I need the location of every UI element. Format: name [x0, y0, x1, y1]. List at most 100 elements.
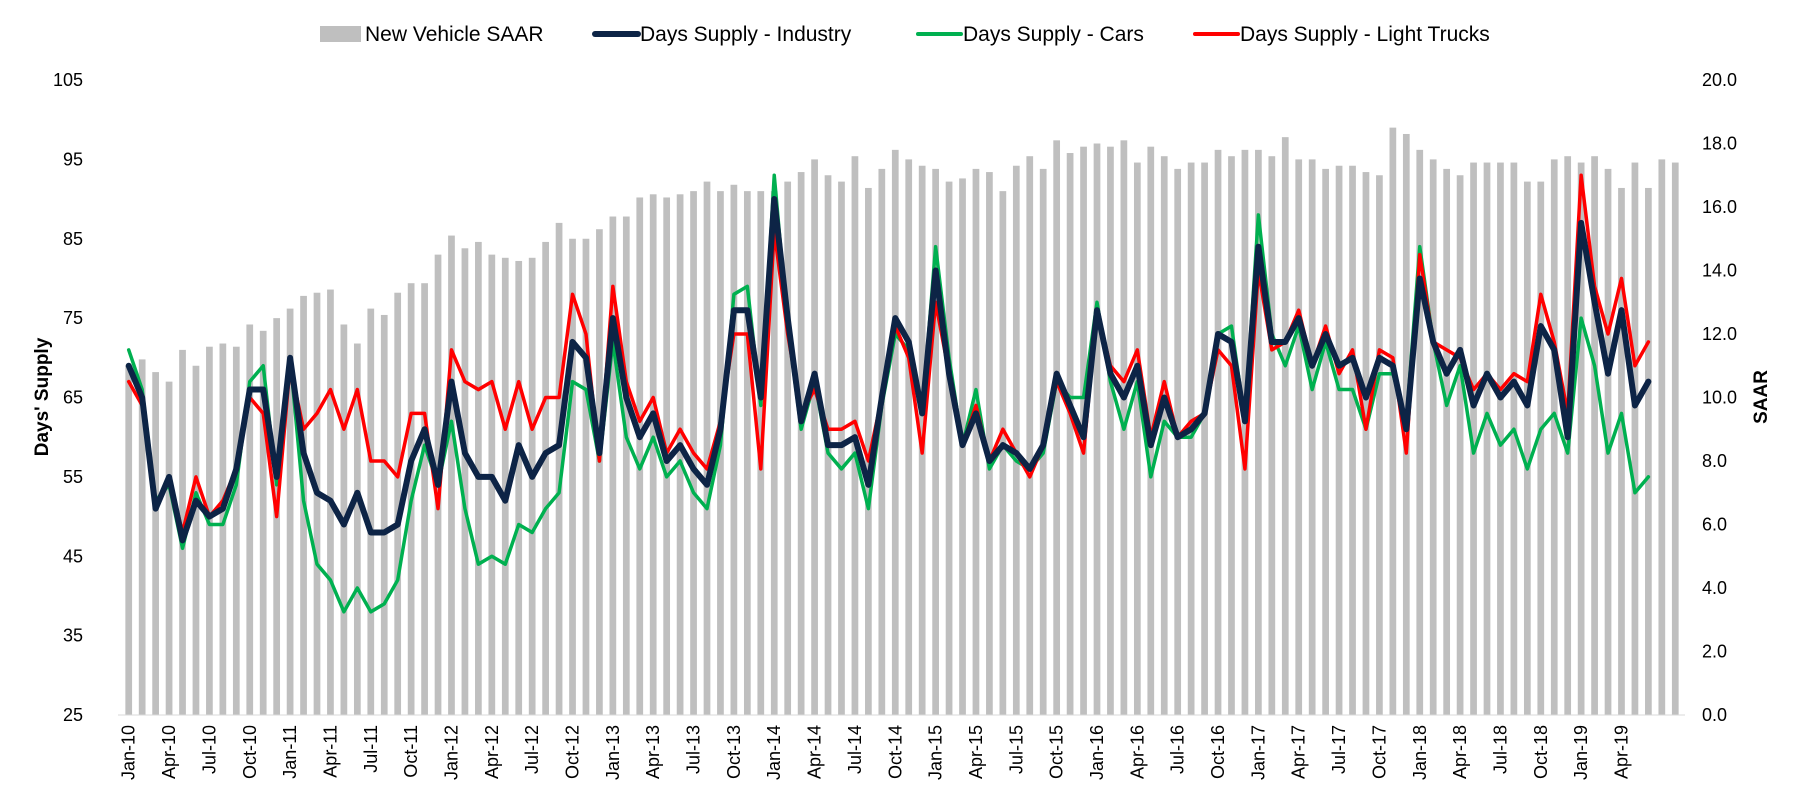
legend-label: Days Supply - Industry [640, 23, 852, 46]
saar-bar [501, 257, 509, 715]
left-axis-title: Days' Supply [32, 337, 53, 456]
saar-bar [192, 365, 200, 715]
saar-bar [1107, 146, 1114, 715]
x-tick-label: Apr-12 [482, 725, 502, 779]
saar-bar [448, 235, 455, 715]
saar-bar [1443, 168, 1451, 715]
x-tick-label: Jan-13 [603, 725, 623, 780]
saar-bar [1537, 181, 1545, 716]
saar-bar [797, 172, 805, 715]
right-tick-label: 0.0 [1702, 705, 1727, 725]
saar-bar [394, 292, 402, 715]
x-tick-label: Jan-11 [280, 725, 300, 779]
days-supply-lines [125, 173, 1652, 614]
right-tick-label: 4.0 [1702, 578, 1727, 598]
saar-bar [891, 149, 899, 716]
saar-bar [1160, 156, 1168, 715]
x-tick-label: Oct-12 [563, 725, 583, 779]
saar-bar [353, 343, 361, 715]
legend-saar: New Vehicle SAAR [320, 23, 544, 46]
saar-bar [1093, 143, 1101, 715]
right-tick-label: 16.0 [1702, 197, 1737, 217]
saar-bar [1362, 172, 1370, 715]
right-tick-label: 20.0 [1702, 70, 1737, 90]
saar-bar [1201, 162, 1208, 716]
x-tick-label: Jul-11 [361, 725, 381, 773]
x-tick-label: Jan-15 [926, 725, 946, 780]
right-tick-label: 10.0 [1702, 388, 1737, 408]
saar-bar [1241, 149, 1249, 716]
saar-bar [1483, 162, 1491, 716]
saar-bar [1470, 162, 1477, 716]
left-tick-label: 55 [63, 467, 83, 487]
saar-bar [636, 197, 644, 716]
saar-bar [380, 314, 388, 715]
saar-bar [1026, 156, 1034, 715]
left-tick-label: 35 [63, 626, 83, 646]
saar-bar [596, 229, 603, 715]
saar-bar [1255, 149, 1262, 716]
saar-bar [1658, 159, 1666, 716]
saar-bar [1550, 159, 1558, 716]
legend: New Vehicle SAAR Days Supply - Industry Da… [320, 23, 1490, 46]
saar-bar [555, 222, 563, 716]
saar-bar [1012, 165, 1020, 716]
saar-bar [770, 191, 778, 716]
x-tick-label: Jul-17 [1329, 725, 1349, 774]
saar-bar [811, 159, 818, 716]
x-tick-label: Jul-14 [845, 725, 865, 774]
x-axis-ticks: Jan-10 Apr-10 Jul-10 Oct-10 Jan-11 Apr-11 Jul-… [119, 725, 1632, 780]
saar-bar [1456, 175, 1464, 715]
x-tick-label: Jan-18 [1410, 725, 1430, 780]
x-tick-label: Apr-15 [966, 725, 986, 779]
left-tick-label: 45 [63, 546, 83, 566]
saar-bar [1376, 175, 1383, 715]
saar-bar [1591, 156, 1598, 715]
legend-swatch [320, 26, 361, 42]
right-tick-label: 6.0 [1702, 515, 1727, 535]
saar-bar [1228, 156, 1235, 715]
saar-bar [1268, 156, 1276, 715]
x-tick-label: Jul-12 [522, 725, 542, 774]
saar-bar [1308, 159, 1316, 716]
saar-bar [838, 181, 845, 716]
saar-bar [421, 283, 428, 715]
x-tick-label: Oct-14 [885, 725, 905, 779]
x-tick-label: Jul-13 [684, 725, 704, 774]
x-tick-label: Oct-15 [1047, 725, 1067, 779]
x-tick-label: Jan-12 [441, 725, 461, 780]
x-tick-label: Jan-14 [764, 725, 784, 780]
right-axis-ticks: 20.0 18.0 16.0 14.0 12.0 10.0 8.0 6.0 4.0 2.0 0.0 [1702, 70, 1737, 725]
saar-bar [246, 324, 254, 715]
saar-bar [743, 191, 751, 716]
x-tick-label: Jan-17 [1248, 725, 1268, 780]
x-tick-label: Apr-11 [320, 725, 340, 778]
saar-bar [1618, 187, 1625, 715]
legend-industry: Days Supply - Industry [592, 23, 852, 46]
x-tick-label: Jan-19 [1571, 725, 1591, 780]
saar-bar [1133, 162, 1141, 716]
left-tick-label: 95 [63, 149, 83, 169]
saar-bar [1416, 149, 1424, 716]
x-tick-label: Jul-10 [199, 725, 219, 774]
left-tick-label: 105 [53, 70, 83, 90]
x-tick-label: Jan-10 [119, 725, 139, 780]
saar-bar [676, 194, 684, 716]
saar-bar [1066, 153, 1074, 715]
saar-bar [609, 216, 617, 715]
right-tick-label: 14.0 [1702, 261, 1737, 281]
x-tick-label: Oct-13 [724, 725, 744, 779]
saar-bar [865, 187, 872, 715]
x-tick-label: Oct-18 [1531, 725, 1551, 779]
x-tick-label: Apr-13 [643, 725, 663, 779]
left-tick-label: 65 [63, 388, 83, 408]
x-tick-label: Apr-19 [1611, 725, 1631, 779]
x-tick-label: Apr-17 [1289, 725, 1309, 779]
saar-bar [528, 257, 536, 715]
right-tick-label: 2.0 [1702, 642, 1727, 662]
legend-light-trucks: Days Supply - Light Trucks [1193, 23, 1490, 46]
left-tick-label: 85 [63, 229, 83, 249]
saar-bar [1281, 137, 1289, 715]
saar-bar [999, 191, 1007, 716]
